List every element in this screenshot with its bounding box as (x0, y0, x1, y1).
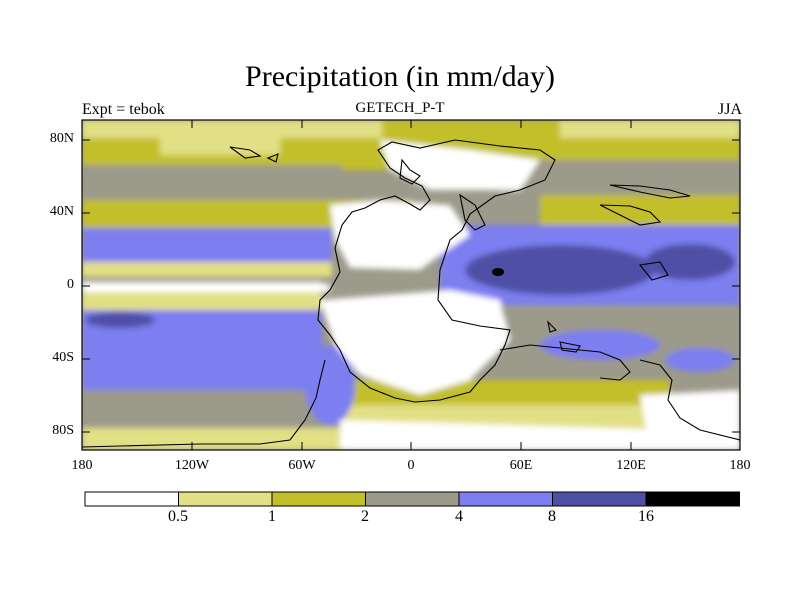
colorbar-label-0-5: 0.5 (168, 508, 188, 525)
x-label-0: 0 (407, 458, 415, 473)
y-label-80n: 80N (49, 131, 74, 146)
x-label-180e: 180 (729, 458, 751, 473)
colorbar-label-1: 1 (268, 508, 276, 525)
x-label-120w: 120W (174, 458, 210, 473)
precipitation-field (82, 120, 740, 450)
max-precip-spot (492, 268, 504, 276)
x-label-120e: 120E (616, 458, 646, 473)
colorbar-bin-5 (458, 491, 553, 507)
y-label-40n: 40N (49, 204, 74, 219)
coastlines (82, 139, 740, 448)
plot-title: Precipitation (in mm/day) (245, 60, 555, 93)
colorbar-label-16: 16 (638, 508, 654, 525)
y-label-40s: 40S (52, 350, 74, 365)
colorbar (84, 491, 740, 507)
x-label-60w: 60W (288, 458, 316, 473)
season-label: JJA (717, 101, 742, 118)
colorbar-bin-2 (178, 491, 273, 507)
colorbar-bin-1 (84, 491, 179, 507)
colorbar-bin-6 (552, 491, 647, 507)
colorbar-bin-7 (645, 491, 740, 507)
colorbar-bin-4 (365, 491, 460, 507)
x-label-180w: 180 (71, 458, 93, 473)
axis-ticks (82, 120, 740, 450)
colorbar-label-4: 4 (455, 508, 463, 525)
experiment-label: Expt = tebok (82, 101, 165, 118)
colorbar-label-2: 2 (361, 508, 369, 525)
x-label-60e: 60E (509, 458, 533, 473)
colorbar-label-8: 8 (548, 508, 556, 525)
y-label-80s: 80S (52, 423, 74, 438)
y-label-0: 0 (67, 277, 74, 292)
dataset-label: GETECH_P-T (355, 100, 445, 116)
colorbar-bin-3 (271, 491, 366, 507)
